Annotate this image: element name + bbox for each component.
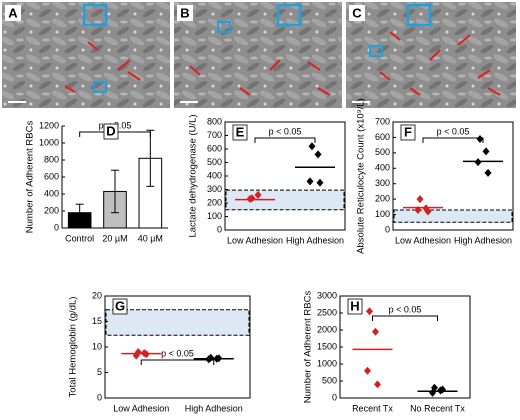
y-tick-label: 1000: [39, 137, 59, 147]
y-tick-label: 100: [375, 209, 390, 219]
micrograph-c: [346, 2, 516, 108]
panel-letter: A: [8, 5, 18, 20]
x-tick-label: Low Adhesion: [113, 403, 169, 413]
y-tick-label: 0: [217, 224, 222, 234]
y-tick-label: 5: [97, 367, 102, 377]
x-tick-label: Low Adhesion: [227, 235, 283, 245]
y-tick-label: 0: [54, 222, 59, 232]
significance-bracket: [140, 359, 215, 365]
y-tick-label: 300: [375, 178, 390, 188]
data-point: [366, 307, 373, 316]
significance-bracket: [254, 137, 316, 143]
data-point: [254, 190, 262, 199]
micrograph-a: [2, 2, 170, 108]
y-tick-label: 800: [44, 154, 59, 164]
data-point: [308, 142, 316, 151]
data-point: [482, 147, 490, 156]
significance-bracket: [372, 315, 438, 321]
data-point: [424, 207, 432, 216]
x-tick-label: 40 µM: [138, 233, 163, 243]
significance-label: p < 0.05: [269, 126, 302, 136]
data-point: [372, 327, 379, 336]
data-point: [306, 177, 314, 186]
x-tick-label: Low Adhesion: [395, 235, 451, 245]
y-tick-label: 1500: [317, 341, 337, 351]
y-tick-label: 1000: [317, 358, 337, 368]
panel-letter: G: [115, 298, 125, 313]
data-point: [314, 150, 322, 159]
reference-range: [105, 309, 250, 336]
y-tick-label: 500: [375, 147, 390, 157]
data-point: [374, 380, 381, 389]
y-tick-label: 0: [97, 392, 102, 402]
significance-label: p < 0.05: [161, 348, 194, 358]
y-tick-label: 500: [207, 157, 222, 167]
plot-frame: [339, 295, 471, 399]
y-tick-label: 20: [92, 290, 102, 300]
x-tick-label: Recent Tx: [352, 403, 393, 413]
plot-frame: [224, 121, 346, 231]
y-tick-label: 700: [375, 116, 390, 126]
reference-range: [393, 209, 513, 223]
y-tick-label: 800: [207, 116, 222, 126]
y-tick-label: 200: [375, 194, 390, 204]
panel-letter-box: [232, 124, 248, 141]
panel-letter: B: [180, 5, 189, 20]
data-point: [476, 134, 484, 143]
y-tick-label: 400: [44, 188, 59, 198]
y-tick-label: 200: [207, 197, 222, 207]
panel-letter-box: [347, 298, 363, 315]
panel-letter-box: [112, 298, 128, 315]
y-tick-label: 300: [207, 184, 222, 194]
data-point: [316, 178, 324, 187]
y-tick-label: 600: [375, 132, 390, 142]
x-tick-label: High Adhesion: [454, 235, 512, 245]
data-point: [474, 158, 482, 167]
y-axis-label: Lactate dehydrogenase (U/L): [188, 114, 199, 237]
y-tick-label: 10: [92, 341, 102, 351]
plot-frame: [104, 295, 251, 399]
y-tick-label: 0: [385, 224, 390, 234]
significance-label: p < 0.05: [389, 304, 422, 314]
panel-letter: H: [350, 298, 359, 313]
panel-letter: E: [236, 124, 245, 139]
y-tick-label: 400: [375, 163, 390, 173]
x-tick-label: No Recent Tx: [410, 403, 465, 413]
panel-letter-box: [400, 124, 416, 141]
panel-letter: C: [352, 5, 362, 20]
micrograph-b: [174, 2, 342, 108]
x-tick-label: 20 µM: [102, 233, 127, 243]
y-tick-label: 600: [44, 171, 59, 181]
y-tick-label: 600: [207, 143, 222, 153]
panel-letter-box: [103, 123, 119, 140]
data-point: [416, 195, 424, 204]
y-tick-label: 2000: [317, 324, 337, 334]
y-tick-label: 100: [207, 211, 222, 221]
y-tick-label: 1200: [39, 120, 59, 130]
significance-label: p < 0.05: [437, 126, 470, 136]
y-tick-label: 15: [92, 316, 102, 326]
y-axis-label: Absolute Reticulocyte Count (x10⁹/L): [356, 98, 367, 254]
y-axis-label: Total Hemoglobin (g/dL): [68, 297, 79, 398]
y-tick-label: 2500: [317, 307, 337, 317]
panel-letter: F: [404, 124, 412, 139]
y-tick-label: 0: [332, 392, 337, 402]
panel-letter: D: [106, 123, 115, 138]
y-tick-label: 400: [207, 170, 222, 180]
y-tick-label: 200: [44, 205, 59, 215]
y-tick-label: 3000: [317, 290, 337, 300]
y-axis-label: Number of Adherent RBCs: [303, 291, 314, 404]
x-tick-label: High Adhesion: [185, 403, 243, 413]
data-point: [484, 168, 492, 177]
y-tick-label: 500: [322, 375, 337, 385]
plot-frame: [392, 121, 514, 231]
significance-bracket: [422, 137, 484, 143]
x-tick-label: Control: [65, 233, 94, 243]
data-point: [364, 366, 371, 375]
y-tick-label: 700: [207, 130, 222, 140]
x-tick-label: High Adhesion: [286, 235, 344, 245]
y-axis-label: Number of Adherent RBCs: [25, 121, 36, 234]
